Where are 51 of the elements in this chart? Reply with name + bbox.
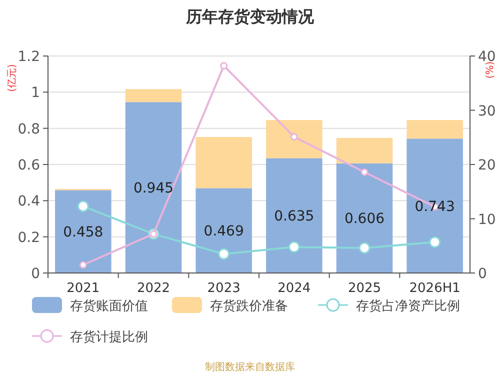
data-label: 0.469 — [204, 224, 244, 240]
y-tick-label: 1 — [31, 85, 40, 102]
legend-label: 存货占净资产比例 — [356, 299, 460, 314]
bar — [125, 102, 182, 273]
data-label: 0.945 — [133, 180, 174, 197]
y-tick-label: 0.8 — [18, 121, 40, 138]
x-tick-label: 2022 — [136, 281, 170, 296]
bar — [125, 89, 182, 102]
y-tick-label: 0 — [31, 266, 40, 282]
bar — [406, 138, 463, 273]
y2-tick-label: 10 — [478, 212, 496, 228]
legend-label: 存货跌价准备 — [210, 299, 288, 314]
chart-title: 历年存货变动情况 — [185, 7, 315, 26]
point — [358, 242, 370, 254]
data-label: 0.743 — [414, 198, 455, 215]
x-tick-label: 2024 — [278, 281, 311, 296]
y2-tick-label: 30 — [478, 103, 496, 120]
text: 制图数据来自数据库 — [205, 361, 295, 373]
point — [288, 241, 300, 253]
point — [79, 261, 87, 269]
point — [77, 200, 89, 212]
bar — [266, 120, 322, 158]
bar — [196, 188, 252, 273]
data-label: 0.458 — [63, 224, 104, 241]
bar — [336, 163, 393, 273]
legend-label: 存货账面价值 — [70, 299, 148, 314]
x-tick-label: 2026H1 — [409, 281, 460, 296]
legend-label: 存货计提比例 — [70, 330, 148, 345]
bar — [196, 137, 252, 188]
y2-axis-title: (%) — [485, 61, 496, 79]
bar — [55, 190, 112, 273]
y-tick-label: 0.2 — [18, 230, 40, 246]
y-tick-label: 1.2 — [18, 49, 40, 65]
x-tick-label: 2025 — [348, 281, 382, 296]
point — [360, 168, 368, 176]
data-label: 0.606 — [344, 211, 385, 228]
x-tick-label: 2021 — [66, 281, 100, 296]
data-label: 0.635 — [274, 208, 314, 225]
point — [220, 62, 228, 70]
point — [290, 133, 298, 141]
bar — [266, 158, 322, 273]
point — [429, 236, 441, 248]
y2-tick-label: 20 — [478, 158, 496, 174]
bar — [406, 120, 463, 139]
point — [218, 248, 230, 260]
bar — [336, 138, 393, 164]
y-axis-title: (亿元) — [7, 64, 18, 92]
x-tick-label: 2023 — [207, 281, 240, 296]
y2-tick-label: 0 — [478, 266, 487, 282]
y-tick-label: 0.6 — [18, 158, 40, 174]
y-tick-label: 0.4 — [18, 194, 40, 210]
